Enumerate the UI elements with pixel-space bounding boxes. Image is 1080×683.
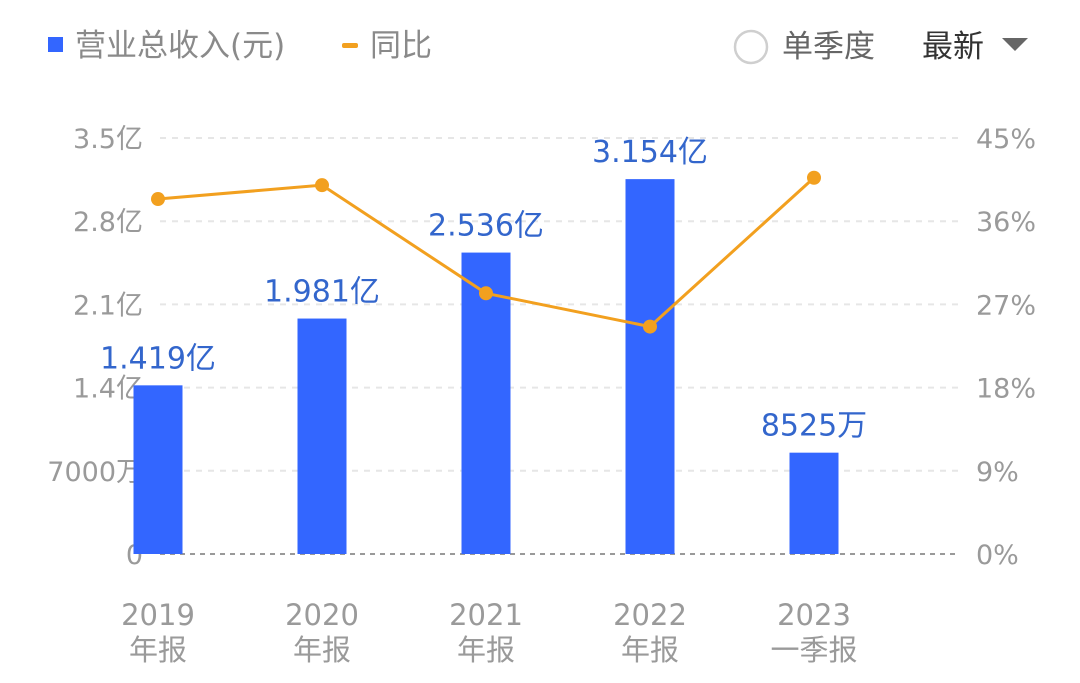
x-tick-label-year: 2019 xyxy=(121,598,195,632)
x-tick-label-year: 2023 xyxy=(777,598,851,632)
yoy-point xyxy=(479,286,493,301)
revenue-bar xyxy=(625,179,675,554)
legend-revenue-label: 营业总收入(元) xyxy=(75,28,285,64)
legend-line-swatch xyxy=(342,43,358,48)
bar-data-label: 8525万 xyxy=(761,409,867,444)
x-tick-label-period: 一季报 xyxy=(770,633,857,667)
x-tick-label-period: 年报 xyxy=(621,633,679,667)
y-right-tick-label: 27% xyxy=(976,290,1036,321)
x-tick-label-year: 2022 xyxy=(613,598,687,632)
bar-data-label: 1.419亿 xyxy=(100,341,216,376)
y-right-tick-label: 45% xyxy=(976,124,1036,155)
y-left-tick-label: 3.5亿 xyxy=(73,124,143,155)
legend-yoy-label: 同比 xyxy=(370,28,432,64)
y-left-tick-label: 2.1亿 xyxy=(73,290,143,321)
y-right-tick-label: 36% xyxy=(976,207,1036,238)
bar-data-label: 2.536亿 xyxy=(428,209,544,244)
chevron-down-icon[interactable] xyxy=(1002,38,1028,51)
x-tick-label-period: 年报 xyxy=(129,633,187,667)
revenue-bar xyxy=(133,385,183,554)
yoy-point xyxy=(315,178,329,193)
y-right-tick-label: 0% xyxy=(976,540,1019,571)
x-tick-label-year: 2020 xyxy=(285,598,359,632)
bar-data-label: 3.154亿 xyxy=(592,135,708,170)
y-right-tick-label: 9% xyxy=(976,457,1019,488)
legend-bar-swatch xyxy=(48,37,63,52)
yoy-point xyxy=(807,170,821,185)
y-left-tick-label: 1.4亿 xyxy=(73,374,143,405)
period-dropdown[interactable]: 最新 xyxy=(922,29,1028,65)
radio-circle-icon[interactable] xyxy=(733,29,769,65)
bar-data-label: 1.981亿 xyxy=(264,275,380,310)
y-left-tick-label: 2.8亿 xyxy=(73,207,143,238)
legend: 营业总收入(元) 同比 xyxy=(48,28,432,64)
x-tick-label-period: 年报 xyxy=(457,633,515,667)
x-tick-label-period: 年报 xyxy=(293,633,351,667)
yoy-point xyxy=(643,319,657,334)
single-quarter-toggle[interactable]: 单季度 xyxy=(733,29,875,65)
revenue-bar xyxy=(461,252,511,554)
x-tick-label-year: 2021 xyxy=(449,598,523,632)
period-dropdown-value[interactable]: 最新 xyxy=(922,29,984,65)
y-right-tick-label: 18% xyxy=(976,374,1036,405)
single-quarter-label[interactable]: 单季度 xyxy=(782,29,875,65)
revenue-bar xyxy=(789,452,839,554)
revenue-bar xyxy=(297,318,347,554)
plot-area: 07000万1.4亿2.1亿2.8亿3.5亿0%9%18%27%36%45%1.… xyxy=(47,124,1036,667)
y-left-tick-label: 7000万 xyxy=(47,457,143,488)
yoy-point xyxy=(151,192,165,207)
